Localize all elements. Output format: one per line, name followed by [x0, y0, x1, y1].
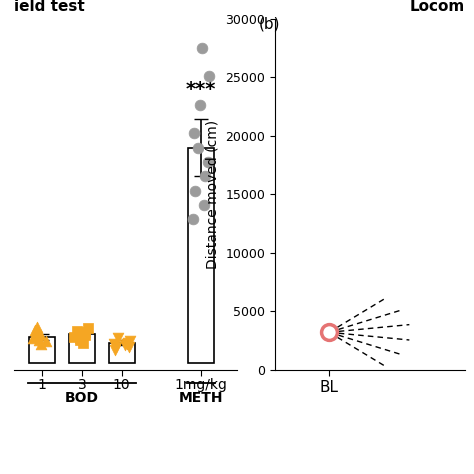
Point — [37, 340, 45, 348]
Point — [35, 332, 42, 339]
Point — [194, 144, 202, 152]
Text: BOD: BOD — [65, 391, 99, 405]
Bar — [109, 343, 135, 363]
Bar — [188, 148, 214, 363]
Y-axis label: Distance moved (cm): Distance moved (cm) — [206, 120, 220, 269]
Point — [73, 327, 81, 335]
Point — [191, 130, 198, 137]
Point — [112, 343, 120, 351]
Point — [196, 101, 204, 109]
Text: ield test: ield test — [14, 0, 85, 14]
Point — [198, 44, 206, 51]
Bar — [29, 337, 55, 363]
Point — [189, 216, 197, 223]
Text: Locom: Locom — [409, 0, 465, 14]
Point — [82, 332, 89, 339]
Point — [79, 339, 86, 346]
Point — [204, 158, 211, 166]
Point — [77, 336, 84, 344]
Point — [29, 335, 37, 342]
Point — [32, 328, 40, 336]
Text: (b): (b) — [258, 17, 280, 32]
Point — [79, 330, 87, 337]
Point — [110, 340, 118, 348]
Text: METH: METH — [179, 391, 223, 405]
Point — [36, 336, 43, 344]
Point — [33, 323, 40, 330]
Point — [205, 73, 213, 80]
Point — [115, 335, 122, 342]
Point — [126, 337, 134, 345]
Point — [201, 201, 208, 209]
Point — [201, 173, 209, 180]
Point — [191, 187, 199, 194]
Bar — [69, 334, 95, 363]
Point — [111, 346, 119, 354]
Point — [70, 333, 77, 341]
Point — [125, 339, 132, 346]
Point — [325, 328, 333, 336]
Point — [31, 326, 39, 333]
Point — [123, 340, 131, 348]
Point — [42, 337, 50, 345]
Point — [81, 328, 89, 336]
Text: ***: *** — [186, 80, 217, 99]
Point — [77, 335, 84, 342]
Point — [85, 324, 92, 332]
Point — [121, 342, 129, 349]
Point — [125, 343, 132, 351]
Point — [36, 330, 44, 337]
